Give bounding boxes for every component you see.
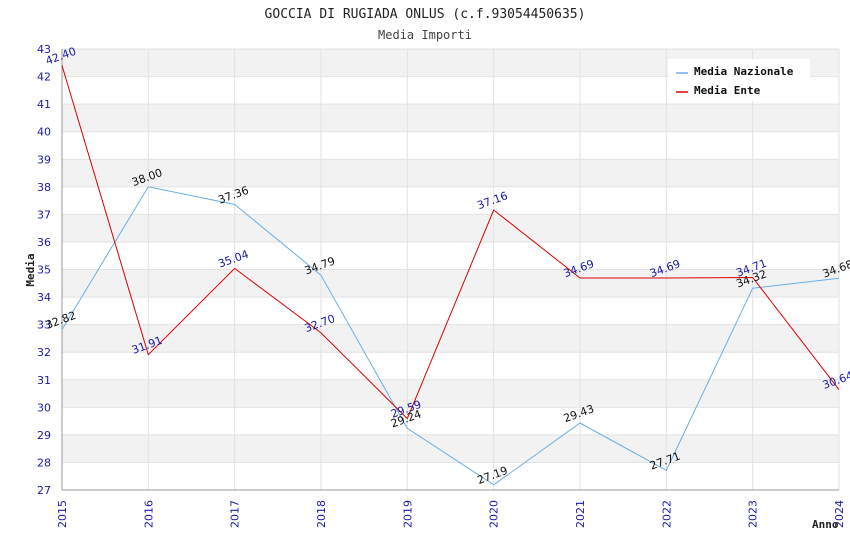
x-tick-label: 2024 xyxy=(833,500,846,528)
x-axis-label: Anno xyxy=(812,518,839,531)
y-tick-label: 34 xyxy=(37,291,51,304)
plot-band xyxy=(62,324,839,353)
y-tick-label: 39 xyxy=(37,153,51,166)
legend-label-ente: Media Ente xyxy=(694,84,761,97)
y-tick-label: 36 xyxy=(37,236,51,249)
y-tick-label: 43 xyxy=(37,43,51,56)
y-tick-label: 27 xyxy=(37,484,51,497)
y-tick-label: 35 xyxy=(37,264,51,277)
x-tick-label: 2020 xyxy=(488,500,501,528)
plot-band xyxy=(62,379,839,408)
plot-band xyxy=(62,241,839,270)
y-axis-ticks: 27 28 29 30 31 32 33 34 35 36 37 38 39 40 41 42 43 xyxy=(37,43,51,497)
axes xyxy=(61,49,839,491)
plot-band xyxy=(62,297,839,325)
legend-label-nazionale: Media Nazionale xyxy=(694,65,794,78)
legend-box xyxy=(668,59,810,101)
gridlines xyxy=(61,48,840,491)
plot-background-bands xyxy=(62,49,839,490)
x-tick-label: 2015 xyxy=(56,500,69,528)
series-lines xyxy=(61,65,840,486)
plot-band xyxy=(62,214,839,242)
plot-band xyxy=(62,269,839,298)
plot-band xyxy=(62,352,839,380)
y-tick-label: 41 xyxy=(37,98,51,111)
y-tick-label: 29 xyxy=(37,429,51,442)
y-tick-label: 37 xyxy=(37,208,51,221)
y-tick-label: 31 xyxy=(37,374,51,387)
chart-subtitle: Media Importi xyxy=(378,28,472,42)
x-tick-label: 2022 xyxy=(660,500,673,528)
y-tick-label: 42 xyxy=(37,71,51,84)
y-tick-label: 33 xyxy=(37,319,51,332)
x-tick-label: 2019 xyxy=(401,500,414,528)
plot-band xyxy=(62,131,839,160)
x-axis-ticks: 2015 2016 2017 2018 2019 2020 2021 2022 2023 2024 xyxy=(56,500,846,528)
plot-band xyxy=(62,159,839,187)
y-axis-label: Media xyxy=(24,253,37,286)
y-tick-label: 28 xyxy=(37,456,51,469)
y-tick-label: 40 xyxy=(37,126,51,139)
y-tick-label: 32 xyxy=(37,346,51,359)
y-tick-label: 38 xyxy=(37,181,51,194)
x-tick-label: 2017 xyxy=(229,500,242,528)
x-tick-label: 2016 xyxy=(142,500,155,528)
x-tick-label: 2018 xyxy=(315,500,328,528)
chart-title: GOCCIA DI RUGIADA ONLUS (c.f.93054450635… xyxy=(265,7,586,22)
plot-band xyxy=(62,407,839,435)
x-tick-label: 2023 xyxy=(747,500,760,528)
plot-band xyxy=(62,434,839,463)
plot-band xyxy=(62,104,839,132)
x-tick-label: 2021 xyxy=(574,500,587,528)
series-line-nazionale xyxy=(61,186,840,486)
plot-band xyxy=(62,462,839,490)
series-line-ente xyxy=(61,65,840,420)
y-tick-label: 30 xyxy=(37,401,51,414)
plot-band xyxy=(62,186,839,215)
legend: Media Nazionale Media Ente xyxy=(668,59,810,101)
